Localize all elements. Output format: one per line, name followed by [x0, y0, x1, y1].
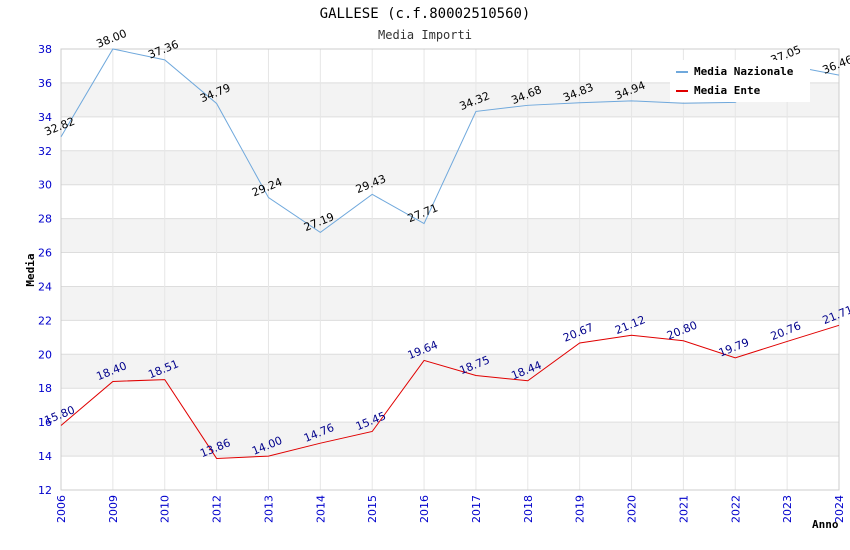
y-axis-ticks: 12 14 16 18 20 22 24 26 28 30 32 34 36 38: [38, 43, 52, 497]
series-line-ente: [60, 324, 840, 459]
data-label-nazionale: 37.36: [146, 38, 180, 62]
grid-band: [61, 218, 839, 253]
series-line-nazionale: [60, 48, 840, 233]
x-tick-label: 2021: [677, 495, 690, 523]
chart-subtitle: Media Importi: [378, 28, 472, 42]
y-tick-label: 20: [38, 348, 52, 361]
x-tick-label: 2010: [159, 495, 172, 523]
x-axis-ticks: 2006 2009 2010 2012 2013 2014 2015 2016 2017 2018…: [55, 495, 846, 523]
y-tick-label: 30: [38, 179, 52, 192]
data-label-ente: 20.76: [769, 319, 803, 343]
plot-border: [60, 48, 840, 491]
y-tick-label: 32: [38, 145, 52, 158]
legend-label-ente: Media Ente: [694, 84, 761, 97]
x-tick-label: 2012: [211, 495, 224, 523]
x-tick-label: 2020: [626, 495, 639, 523]
y-tick-label: 34: [38, 111, 52, 124]
y-axis-label: Media: [24, 253, 37, 286]
data-label-nazionale: 38.00: [95, 27, 129, 51]
x-axis-label: Anno: [812, 518, 839, 531]
x-tick-label: 2017: [470, 495, 483, 523]
legend: Media Nazionale Media Ente: [670, 60, 810, 102]
grid-band: [61, 286, 839, 321]
x-tick-label: 2013: [262, 495, 275, 523]
x-tick-label: 2024: [833, 495, 846, 523]
x-tick-label: 2014: [314, 495, 327, 523]
grid-band: [61, 354, 839, 389]
chart-title: GALLESE (c.f.80002510560): [320, 6, 531, 22]
x-tick-label: 2018: [522, 495, 535, 523]
y-tick-label: 14: [38, 450, 52, 463]
y-tick-label: 26: [38, 247, 52, 260]
x-tick-label: 2016: [418, 495, 431, 523]
legend-label-nazionale: Media Nazionale: [694, 65, 794, 78]
x-tick-label: 2009: [107, 495, 120, 523]
data-label-ente: 20.80: [665, 319, 699, 343]
x-tick-label: 2006: [55, 495, 68, 523]
series-lines: [60, 48, 840, 459]
legend-background: [670, 60, 810, 102]
x-tick-label: 2015: [366, 495, 379, 523]
y-tick-label: 38: [38, 43, 52, 56]
data-label-nazionale: 36.46: [821, 53, 850, 77]
x-tick-label: 2019: [574, 495, 587, 523]
x-tick-label: 2022: [729, 495, 742, 523]
y-tick-label: 36: [38, 77, 52, 90]
y-tick-label: 28: [38, 213, 52, 226]
y-tick-label: 18: [38, 382, 52, 395]
y-tick-label: 12: [38, 484, 52, 497]
grid-lines: [60, 48, 840, 491]
y-tick-label: 16: [38, 416, 52, 429]
y-tick-label: 22: [38, 314, 52, 327]
x-tick-label: 2023: [781, 495, 794, 523]
grid-band: [61, 422, 839, 457]
y-tick-label: 24: [38, 280, 52, 293]
